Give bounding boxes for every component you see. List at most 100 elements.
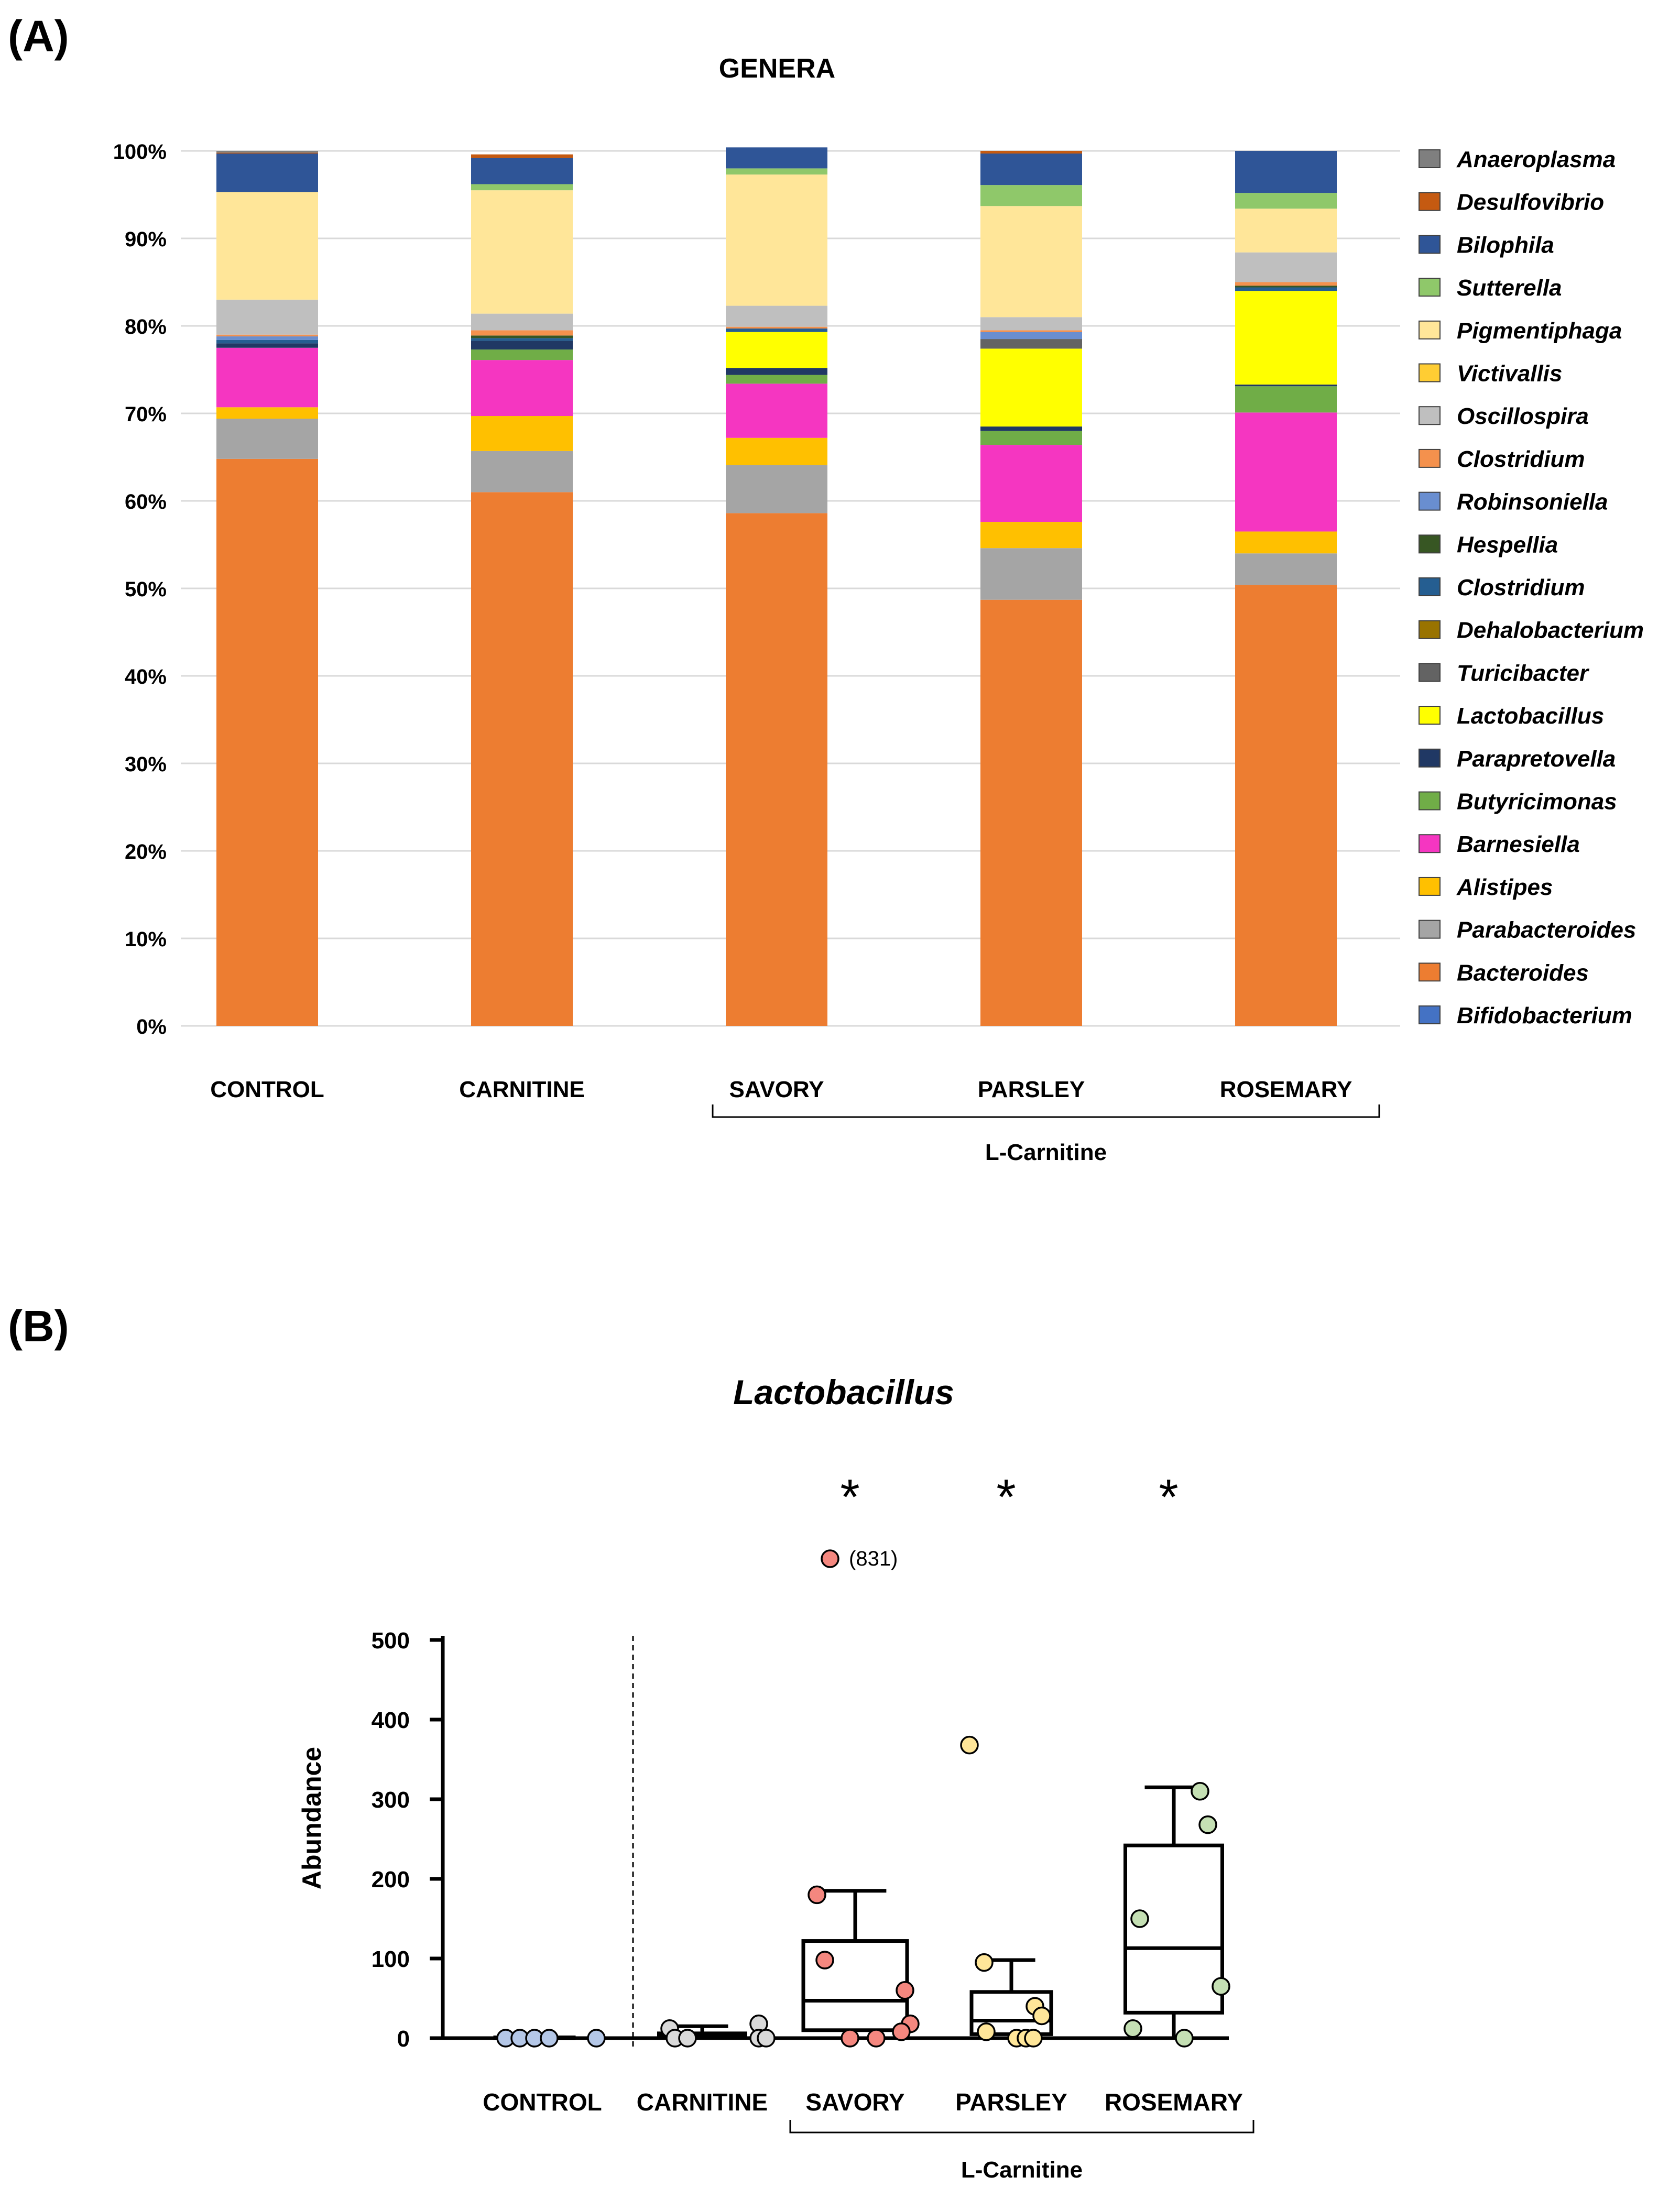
point-savory: [867, 2029, 886, 2048]
point-rosemary: [1212, 1977, 1230, 1996]
bar-segment-butyricimonas: [471, 349, 573, 360]
point-control: [540, 2029, 559, 2048]
x-tick-label-savory: SAVORY: [729, 1077, 824, 1102]
bar-segment-bilophila: [1235, 151, 1337, 193]
y-tick-label: 100: [372, 1946, 410, 1972]
legend-swatch-turicibacter: [1419, 663, 1441, 682]
bar-segment-turicibacter: [980, 339, 1082, 349]
bar-segment-butyricimonas: [726, 375, 827, 384]
legend-label-desulfovibrio: Desulfovibrio: [1457, 190, 1604, 215]
y-tick-label: 10%: [125, 928, 167, 951]
point-carnitine: [678, 2029, 697, 2048]
bar-segment-clostridium: [216, 340, 318, 344]
point-rosemary: [1123, 2019, 1142, 2038]
bar-segment-parabacteroides: [216, 419, 318, 459]
lactobacillus-chart-title: Lactobacillus: [733, 1373, 954, 1412]
legend-label-butyricimonas: Butyricimonas: [1457, 789, 1617, 815]
legend-swatch-sutterella: [1419, 278, 1441, 297]
bar-segment-pigmentiphaga: [980, 206, 1082, 318]
genera-stacked-bars: [216, 147, 1337, 1026]
bar-segment-parabacteroides: [471, 451, 573, 493]
legend-label-clostridium: Clostridium: [1457, 446, 1585, 472]
point-parsley: [960, 1735, 979, 1755]
panel-b-label: (B): [8, 1301, 69, 1351]
legend-label-anaeroplasma: Anaeroplasma: [1456, 147, 1616, 172]
bar-segment-bacteroides: [471, 492, 573, 1026]
x-tick-label-parsley: PARSLEY: [955, 2088, 1067, 2116]
legend-label-clostridium: Clostridium: [1457, 575, 1585, 600]
box-x-tick-labels: CONTROL CARNITINE SAVORY PARSLEY ROSEMARY: [483, 2088, 1243, 2116]
bar-segment-lactobacillus: [1235, 291, 1337, 385]
point-parsley: [1032, 2006, 1051, 2026]
legend-label-sutterella: Sutterella: [1457, 275, 1562, 301]
bar-segment-pigmentiphaga: [726, 174, 827, 306]
point-parsley: [975, 1953, 994, 1972]
bar-segment-robinsoniella: [216, 336, 318, 340]
legend-swatch-bifidobacterium: [1419, 1005, 1441, 1024]
point-savory: [841, 2029, 859, 2048]
bar-segment-barnesiella: [1235, 412, 1337, 532]
bar-segment-clostridium: [1235, 282, 1337, 286]
bar-segment-oscillospira: [726, 305, 827, 327]
legend-swatch-bacteroides: [1419, 962, 1441, 982]
bar-segment-sutterella: [980, 185, 1082, 206]
bar-segment-sutterella: [471, 184, 573, 191]
outlier-note: (831): [849, 1547, 898, 1570]
y-tick-label: 400: [372, 1708, 410, 1733]
bar-segment-parapretovella: [980, 426, 1082, 431]
genera-legend: Anaeroplasma Desulfovibrio Bilophila Sutter…: [1419, 147, 1644, 1029]
legend-label-victivallis: Victivallis: [1457, 361, 1562, 387]
legend-label-hespellia: Hespellia: [1457, 532, 1558, 557]
x-tick-label-carnitine: CARNITINE: [459, 1077, 585, 1102]
point-savory: [821, 1549, 839, 1568]
x-tick-label-rosemary: ROSEMARY: [1220, 1077, 1352, 1102]
bar-segment-barnesiella: [216, 347, 318, 408]
y-tick-label: 30%: [125, 753, 167, 776]
legend-label-parabacteroides: Parabacteroides: [1457, 917, 1636, 943]
point-savory: [815, 1951, 834, 1970]
y-tick-label: 300: [372, 1787, 410, 1813]
bar-segment-sutterella: [726, 168, 827, 175]
legend-swatch-desulfovibrio: [1419, 192, 1441, 211]
legend-label-turicibacter: Turicibacter: [1457, 660, 1590, 686]
legend-label-lactobacillus: Lactobacillus: [1457, 703, 1604, 729]
point-savory: [896, 1981, 914, 2000]
bar-segment-butyricimonas: [980, 431, 1082, 445]
bar-segment-lactobacillus: [726, 332, 827, 368]
bar-control: [216, 151, 318, 1026]
bar-segment-parapretovella: [216, 343, 318, 348]
y-tick-label: 100%: [113, 140, 167, 163]
y-tick-label: 500: [372, 1628, 410, 1654]
legend-swatch-bilophila: [1419, 235, 1441, 254]
legend-swatch-barnesiella: [1419, 834, 1441, 854]
bar-segment-parabacteroides: [1235, 553, 1337, 585]
point-rosemary: [1198, 1815, 1217, 1834]
bar-segment-oscillospira: [471, 313, 573, 331]
bar-segment-clostridium: [471, 330, 573, 336]
abundance-axis-label: Abundance: [297, 1747, 326, 1889]
bar-savory: [726, 147, 827, 1026]
legend-label-bacteroides: Bacteroides: [1457, 960, 1589, 986]
bar-segment-alistipes: [216, 407, 318, 419]
bar-segment-oscillospira: [216, 299, 318, 335]
bar-segment-alistipes: [471, 416, 573, 451]
box-plots: [493, 1785, 1224, 2040]
box-iqr: [1123, 1843, 1224, 2015]
bar-rosemary: [1235, 151, 1337, 1026]
legend-label-bifidobacterium: Bifidobacterium: [1457, 1003, 1632, 1029]
bar-segment-pigmentiphaga: [1235, 209, 1337, 253]
x-tick-label-rosemary: ROSEMARY: [1105, 2088, 1243, 2116]
bar-segment-desulfovibrio: [980, 151, 1082, 154]
legend-label-pigmentiphaga: Pigmentiphaga: [1457, 318, 1622, 344]
panel-a-label: (A): [8, 12, 69, 61]
legend-swatch-parabacteroides: [1419, 920, 1441, 939]
bar-segment-barnesiella: [471, 360, 573, 417]
y-tick-label: 0%: [136, 1015, 167, 1038]
bar-segment-bacteroides: [980, 599, 1082, 1026]
point-parsley: [1024, 2029, 1043, 2048]
legend-swatch-clostridium: [1419, 448, 1441, 468]
genera-x-tick-labels: CONTROL CARNITINE SAVORY PARSLEY ROSEMARY: [210, 1077, 1352, 1102]
bar-segment-oscillospira: [980, 317, 1082, 331]
y-tick-label: 90%: [125, 228, 167, 251]
